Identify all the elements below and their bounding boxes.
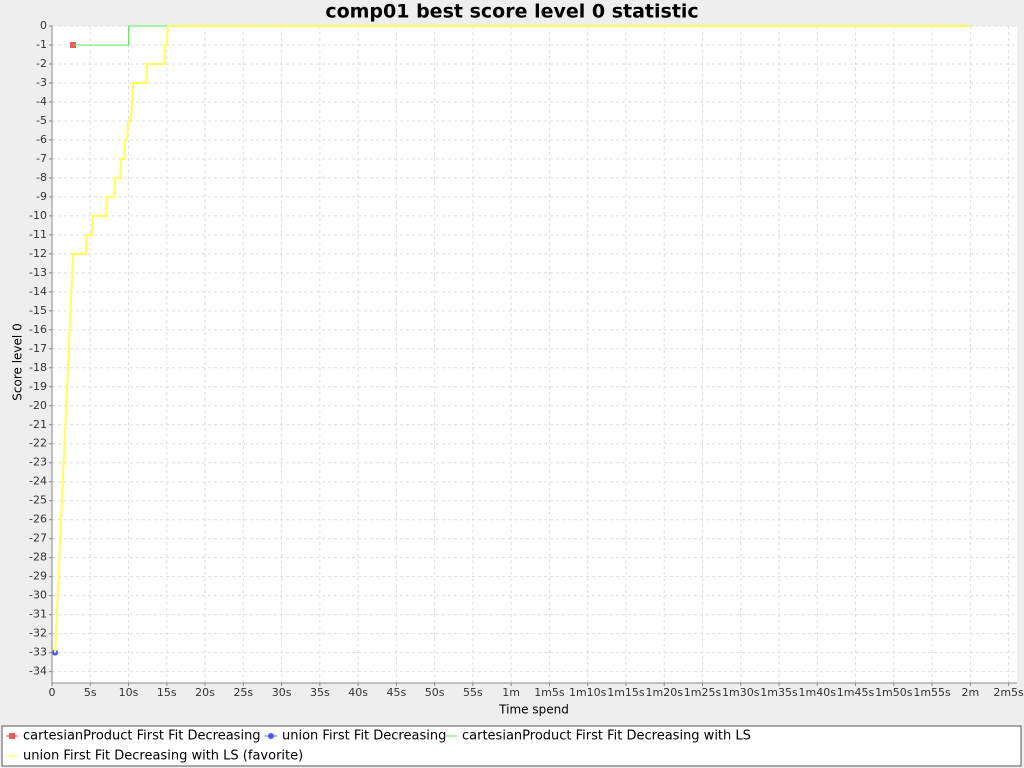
- y-tick-label: -31: [29, 608, 47, 621]
- x-tick-label: 1m15s: [607, 686, 645, 699]
- y-tick-label: -9: [36, 190, 47, 203]
- y-tick-label: -26: [29, 513, 47, 526]
- y-tick-label: -32: [29, 627, 47, 640]
- legend-marker: [9, 733, 15, 739]
- y-tick-label: -34: [29, 665, 47, 678]
- x-tick-label: 1m40s: [799, 686, 837, 699]
- y-tick-label: -30: [29, 589, 47, 602]
- x-tick-label: 1m25s: [684, 686, 722, 699]
- x-tick-label: 50s: [425, 686, 445, 699]
- y-tick-label: -20: [29, 399, 47, 412]
- y-tick-label: -19: [29, 380, 47, 393]
- x-tick-label: 10s: [119, 686, 139, 699]
- x-tick-label: 30s: [272, 686, 292, 699]
- x-tick-label: 1m: [502, 686, 520, 699]
- legend-marker: [268, 733, 274, 739]
- y-tick-label: -27: [29, 532, 47, 545]
- x-axis-label: Time spend: [498, 703, 569, 717]
- x-tick-label: 1m50s: [875, 686, 913, 699]
- y-tick-label: -2: [36, 57, 47, 70]
- legend-text: cartesianProduct First Fit Decreasing wi…: [462, 729, 751, 744]
- legend-text: union First Fit Decreasing with LS (favo…: [23, 749, 303, 764]
- y-tick-label: -12: [29, 247, 47, 260]
- x-tick-label: 1m55s: [913, 686, 951, 699]
- x-tick-label: 1m20s: [645, 686, 683, 699]
- legend-text: union First Fit Decreasing: [282, 729, 446, 744]
- y-tick-label: -7: [36, 152, 47, 165]
- y-tick-label: -29: [29, 570, 47, 583]
- y-tick-label: -25: [29, 494, 47, 507]
- y-tick-label: -17: [29, 342, 47, 355]
- plot-area: [52, 26, 1017, 683]
- y-tick-label: -13: [29, 266, 47, 279]
- y-tick-label: -10: [29, 209, 47, 222]
- x-tick-label: 55s: [463, 686, 483, 699]
- x-tick-label: 1m10s: [569, 686, 607, 699]
- x-tick-label: 1m35s: [760, 686, 798, 699]
- y-tick-label: -24: [29, 475, 47, 488]
- x-tick-label: 1m5s: [534, 686, 565, 699]
- x-tick-label: 5s: [84, 686, 97, 699]
- y-tick-label: -16: [29, 323, 47, 336]
- legend-box: [1, 725, 1022, 767]
- x-tick-label: 2m5s: [993, 686, 1024, 699]
- y-tick-label: -18: [29, 361, 47, 374]
- series-line: [54, 25, 971, 653]
- y-tick-label: -8: [36, 171, 47, 184]
- x-tick-label: 20s: [195, 686, 215, 699]
- x-tick-label: 1m30s: [722, 686, 760, 699]
- y-tick-label: -5: [36, 114, 47, 127]
- legend-text: cartesianProduct First Fit Decreasing: [23, 729, 261, 744]
- x-tick-label: 40s: [348, 686, 368, 699]
- y-tick-label: -28: [29, 551, 47, 564]
- y-tick-label: -3: [36, 76, 47, 89]
- chart-title: comp01 best score level 0 statistic: [325, 1, 698, 23]
- y-tick-label: -22: [29, 437, 47, 450]
- x-tick-label: 35s: [310, 686, 330, 699]
- y-tick-label: -15: [29, 304, 47, 317]
- y-tick-label: -23: [29, 456, 47, 469]
- y-tick-label: -4: [36, 95, 47, 108]
- y-tick-label: 0: [40, 19, 47, 32]
- y-tick-label: -33: [29, 646, 47, 659]
- y-tick-label: -1: [36, 38, 47, 51]
- y-tick-label: -14: [29, 285, 47, 298]
- x-tick-label: 2m: [961, 686, 979, 699]
- x-tick-label: 45s: [387, 686, 407, 699]
- x-tick-label: 0: [49, 686, 56, 699]
- y-tick-label: -21: [29, 418, 47, 431]
- x-tick-label: 1m45s: [837, 686, 875, 699]
- y-tick-label: -6: [36, 133, 47, 146]
- x-tick-label: 15s: [157, 686, 177, 699]
- y-axis-label: Score level 0: [11, 323, 25, 400]
- y-tick-label: -11: [29, 228, 47, 241]
- x-tick-label: 25s: [233, 686, 253, 699]
